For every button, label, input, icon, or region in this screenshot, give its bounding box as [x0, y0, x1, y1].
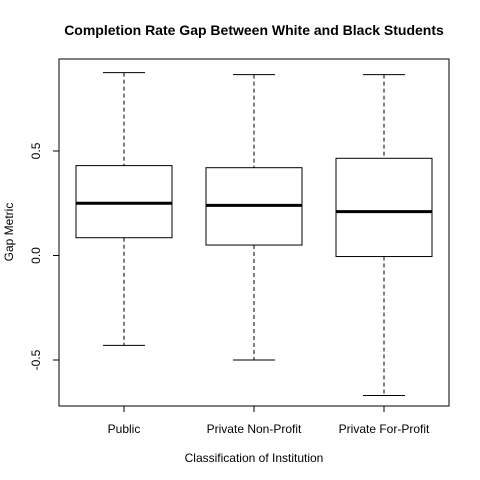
x-tick-label: Public — [108, 422, 141, 436]
y-axis: -0.5 0.0 0.5 — [29, 142, 59, 370]
y-tick-label: -0.5 — [29, 349, 43, 370]
box-private-non-profit — [205, 74, 303, 361]
boxes-group — [75, 72, 433, 397]
x-tick-label: Private For-Profit — [339, 422, 430, 436]
y-tick-label: 0.0 — [29, 247, 43, 264]
iqr-box — [335, 157, 433, 258]
iqr-box — [75, 165, 173, 239]
y-tick-label: 0.5 — [29, 142, 43, 159]
box-private-for-profit — [335, 74, 433, 397]
x-tick-label: Private Non-Profit — [207, 422, 302, 436]
x-axis: Public Private Non-Profit Private For-Prof… — [108, 406, 430, 436]
chart-title: Completion Rate Gap Between White and Bl… — [64, 22, 444, 38]
x-axis-label: Classification of Institution — [185, 451, 324, 465]
box-public — [75, 72, 173, 346]
y-axis-label: Gap Metric — [2, 203, 16, 262]
